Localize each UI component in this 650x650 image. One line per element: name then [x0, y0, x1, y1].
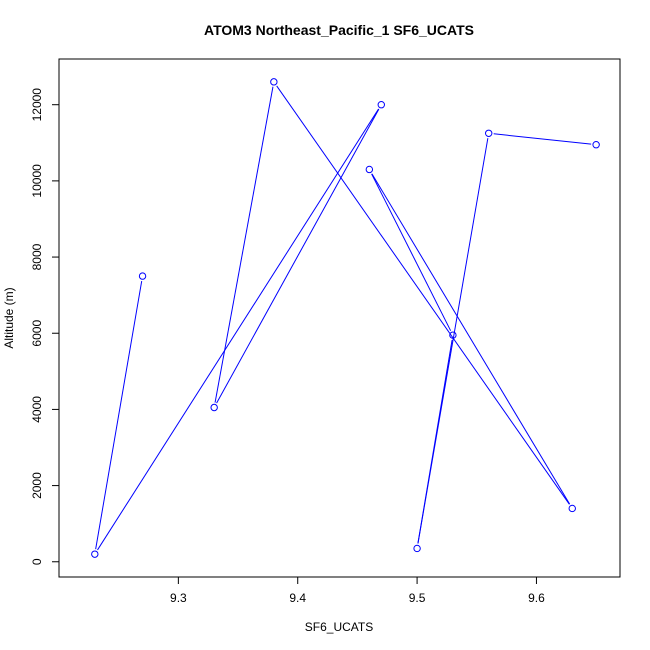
data-point — [413, 544, 421, 553]
data-point — [365, 165, 374, 174]
y-axis-label: Altitude (m) — [2, 287, 16, 348]
plot-frame — [58, 58, 621, 578]
y-tick-label: 6000 — [30, 320, 44, 347]
y-tick-label: 2000 — [30, 472, 44, 499]
series-markers — [91, 78, 600, 558]
data-point — [592, 140, 600, 149]
series-segment — [493, 133, 592, 145]
data-point — [485, 129, 493, 137]
series-segment — [97, 108, 380, 551]
x-tick-label: 9.5 — [409, 591, 426, 605]
series-segment — [417, 138, 489, 544]
series-line — [95, 85, 592, 551]
series-segment — [276, 85, 570, 505]
x-axis-label: SF6_UCATS — [305, 620, 373, 634]
series-segment — [214, 86, 274, 403]
y-tick-label: 10000 — [30, 164, 44, 198]
y-tick-label: 4000 — [30, 396, 44, 423]
series-segment — [371, 173, 571, 505]
data-point — [210, 403, 218, 412]
x-tick-label: 9.4 — [289, 591, 306, 605]
data-point — [568, 504, 576, 513]
x-axis: 9.3 9.4 9.5 9.6 — [170, 577, 545, 605]
data-point — [270, 78, 278, 86]
data-point — [449, 331, 457, 339]
series-segment — [216, 108, 380, 404]
chart-title: ATOM3 Northeast_Pacific_1 SF6_UCATS — [204, 22, 474, 38]
data-point — [91, 550, 99, 558]
series-segment — [371, 173, 452, 331]
data-point — [377, 101, 385, 109]
x-tick-label: 9.3 — [170, 591, 187, 605]
y-tick-label: 12000 — [30, 88, 44, 122]
y-tick-label: 0 — [30, 558, 44, 565]
y-tick-label: 8000 — [30, 243, 44, 270]
series-segment — [95, 280, 143, 550]
y-axis: 0 2000 4000 6000 8000 10000 12000 — [30, 88, 59, 565]
x-tick-label: 9.6 — [528, 591, 545, 605]
data-point — [138, 272, 147, 280]
